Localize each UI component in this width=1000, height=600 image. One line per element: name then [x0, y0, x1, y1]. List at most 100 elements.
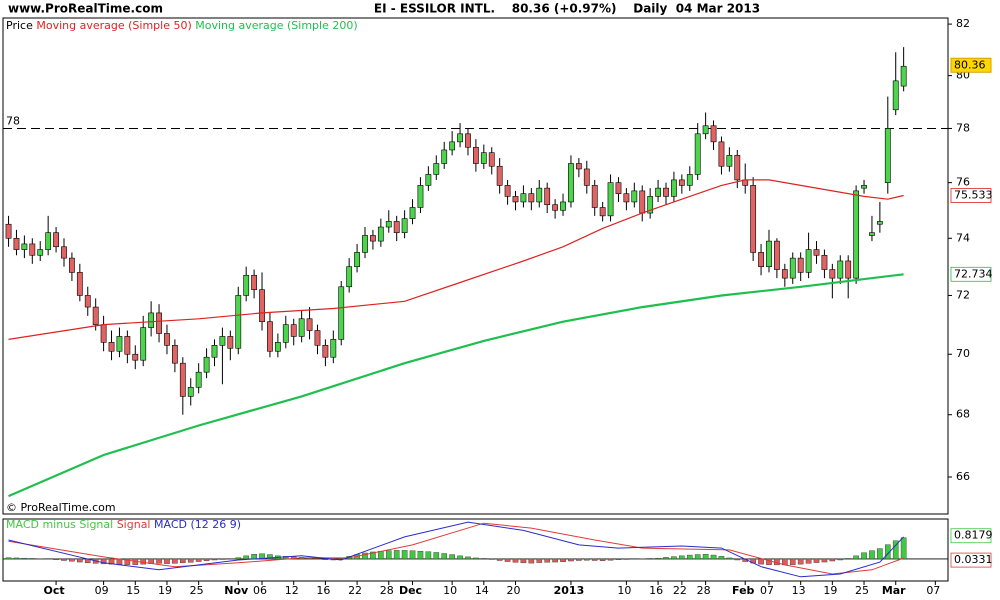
- histogram-bar: [425, 551, 432, 560]
- candle-body: [330, 339, 337, 358]
- x-tick-label: 15: [126, 584, 140, 597]
- candle-body: [116, 336, 123, 352]
- candle-body: [227, 336, 234, 349]
- series-line: [8, 521, 904, 578]
- value-tag: 75.533: [954, 189, 993, 202]
- histogram-bar: [552, 558, 558, 563]
- candle-body: [718, 141, 725, 167]
- histogram-bar: [892, 540, 899, 560]
- candle-body: [171, 345, 178, 364]
- candle-body: [884, 128, 891, 183]
- histogram-bar: [512, 558, 519, 563]
- candle-body: [528, 193, 535, 203]
- candle-body: [425, 174, 432, 186]
- candle-body: [417, 185, 424, 208]
- histogram-bar: [481, 558, 487, 560]
- x-tick-label: 07: [926, 584, 940, 597]
- price-panel: [2, 17, 949, 515]
- histogram-bar: [686, 554, 693, 560]
- histogram-bar: [441, 553, 448, 560]
- candle-body: [512, 196, 519, 203]
- histogram-bar: [370, 551, 376, 560]
- candle-body: [694, 133, 701, 175]
- x-tick-label: 10: [443, 584, 457, 597]
- candle-body: [203, 356, 210, 373]
- legend-entry: Moving average (Simple 50): [36, 19, 191, 32]
- histogram-bar: [140, 558, 147, 565]
- x-tick-label: 2013: [554, 584, 585, 597]
- histogram-bar: [235, 557, 242, 560]
- candle-body: [465, 133, 471, 148]
- candle-body: [631, 190, 638, 203]
- histogram-bar: [536, 558, 543, 563]
- candle-body: [322, 345, 329, 358]
- series-line: [8, 273, 904, 498]
- series-line: [8, 522, 904, 575]
- y-tick-label: 68: [956, 408, 970, 421]
- candle-body: [53, 232, 59, 248]
- candle-body: [837, 260, 844, 279]
- candle-body: [861, 185, 867, 189]
- candle-body: [393, 221, 400, 233]
- copyright: © ProRealTime.com: [6, 501, 116, 514]
- candle-body: [211, 345, 218, 358]
- candle-body: [290, 324, 297, 337]
- candle-body: [813, 249, 820, 256]
- x-tick-label: 25: [190, 584, 204, 597]
- candle-body: [655, 187, 661, 197]
- candle-body: [124, 336, 131, 355]
- histogram-bar: [172, 558, 178, 564]
- candle-body: [671, 179, 677, 197]
- candle-body: [377, 226, 384, 242]
- value-tag-box: [950, 266, 992, 282]
- y-tick-label: 76: [956, 176, 970, 189]
- candle-body: [900, 65, 907, 87]
- histogram-bar: [599, 558, 606, 561]
- horizontal-line-label: 78: [6, 114, 20, 127]
- candle-body: [583, 168, 590, 186]
- x-tick-label: 16: [316, 584, 330, 597]
- y-tick-label: 70: [956, 347, 970, 360]
- candle-body: [575, 163, 582, 170]
- histogram-bar: [203, 558, 210, 561]
- series-line: [8, 179, 904, 340]
- y-tick-label: 72: [956, 288, 970, 301]
- value-tag-box: [950, 528, 992, 544]
- histogram-bar: [259, 553, 265, 560]
- candle-body: [663, 187, 669, 197]
- legend-entry: Signal: [117, 518, 151, 531]
- histogram-bar: [702, 554, 709, 560]
- y-tick-label: 74: [956, 231, 970, 244]
- candle-body: [243, 274, 250, 296]
- candle-body: [282, 324, 289, 343]
- candle-body: [362, 235, 368, 253]
- x-tick-label: 19: [823, 584, 837, 597]
- x-tick-label: 20: [507, 584, 521, 597]
- histogram-bar: [362, 552, 368, 560]
- candle-body: [179, 362, 186, 397]
- chart-title: EI - ESSILOR INTL. 80.36 (+0.97%) Daily …: [374, 2, 760, 16]
- histogram-bar: [568, 558, 574, 562]
- candle-body: [457, 133, 463, 143]
- histogram-bar: [251, 554, 257, 560]
- candle-body: [61, 246, 67, 259]
- candle-body: [274, 342, 281, 352]
- candle-body: [108, 342, 115, 352]
- candle-body: [92, 306, 99, 325]
- candle-body: [544, 187, 551, 206]
- candle-body: [76, 272, 83, 296]
- histogram-bar: [156, 558, 162, 564]
- x-tick-label: 14: [475, 584, 489, 597]
- histogram-bar: [576, 558, 582, 561]
- y-tick-label: 66: [956, 470, 970, 483]
- histogram-bar: [710, 554, 717, 560]
- x-tick-label: 19: [158, 584, 172, 597]
- candle-body: [520, 193, 527, 203]
- histogram-bar: [187, 558, 194, 563]
- histogram-bar: [694, 554, 701, 560]
- histogram-bar: [821, 558, 828, 563]
- candle-body: [195, 371, 202, 388]
- candle-body: [187, 386, 194, 397]
